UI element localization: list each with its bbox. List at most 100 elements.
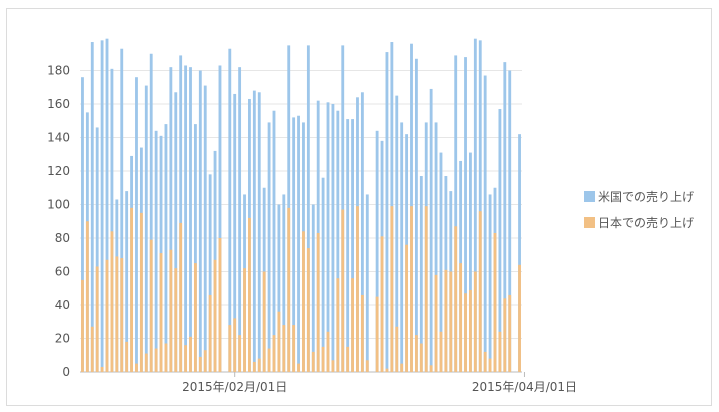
jp-sales-bar[interactable]	[434, 274, 438, 372]
jp-sales-bar[interactable]	[414, 335, 418, 372]
jp-sales-bar[interactable]	[483, 351, 487, 372]
us-sales-bar[interactable]	[469, 152, 472, 372]
jp-sales-bar[interactable]	[429, 365, 433, 372]
us-sales-bar[interactable]	[326, 102, 330, 372]
jp-sales-bar[interactable]	[81, 279, 84, 372]
us-sales-bar[interactable]	[125, 191, 129, 372]
us-sales-bar[interactable]	[331, 104, 335, 372]
us-sales-bar[interactable]	[336, 110, 340, 372]
us-sales-bar[interactable]	[81, 77, 84, 372]
us-sales-bar[interactable]	[395, 95, 399, 372]
jp-sales-bar[interactable]	[154, 348, 158, 372]
us-sales-bar[interactable]	[267, 122, 271, 372]
jp-sales-bar[interactable]	[213, 259, 217, 372]
us-sales-bar[interactable]	[169, 67, 173, 373]
jp-sales-bar[interactable]	[277, 311, 281, 372]
us-sales-bar[interactable]	[184, 65, 188, 372]
jp-sales-bar[interactable]	[135, 363, 138, 372]
jp-sales-bar[interactable]	[326, 331, 330, 372]
jp-sales-bar[interactable]	[208, 294, 212, 372]
us-sales-bar[interactable]	[375, 130, 379, 372]
us-sales-bar[interactable]	[110, 68, 114, 372]
jp-sales-bar[interactable]	[115, 256, 119, 372]
jp-sales-bar[interactable]	[400, 363, 404, 372]
us-sales-bar[interactable]	[473, 38, 477, 373]
jp-sales-bar[interactable]	[174, 268, 178, 372]
jp-sales-bar[interactable]	[351, 278, 354, 372]
us-sales-bar[interactable]	[282, 194, 286, 372]
us-sales-bar[interactable]	[483, 75, 487, 373]
us-sales-bar[interactable]	[149, 53, 153, 372]
us-sales-bar[interactable]	[311, 204, 315, 373]
us-sales-bar[interactable]	[252, 90, 256, 372]
jp-sales-bar[interactable]	[159, 253, 163, 372]
us-sales-bar[interactable]	[189, 67, 192, 373]
jp-sales-bar[interactable]	[203, 350, 207, 372]
us-sales-bar[interactable]	[272, 110, 276, 372]
us-sales-bar[interactable]	[135, 77, 138, 372]
legend-item-us[interactable]: 米国での売り上げ	[584, 189, 694, 204]
jp-sales-bar[interactable]	[321, 346, 325, 372]
jp-sales-bar[interactable]	[360, 294, 364, 372]
us-sales-bar[interactable]	[365, 194, 369, 372]
us-sales-bar[interactable]	[174, 92, 178, 373]
jp-sales-bar[interactable]	[238, 335, 242, 372]
jp-sales-bar[interactable]	[419, 343, 423, 372]
us-sales-bar[interactable]	[360, 92, 364, 373]
jp-sales-bar[interactable]	[336, 278, 340, 372]
jp-sales-bar[interactable]	[311, 351, 315, 372]
us-sales-bar[interactable]	[292, 117, 296, 373]
us-sales-bar[interactable]	[478, 40, 482, 372]
us-sales-bar[interactable]	[429, 88, 433, 373]
us-sales-bar[interactable]	[297, 115, 300, 372]
jp-sales-bar[interactable]	[292, 325, 296, 372]
jp-sales-bar[interactable]	[198, 356, 202, 372]
us-sales-bar[interactable]	[105, 38, 109, 373]
jp-sales-bar[interactable]	[130, 207, 133, 372]
jp-sales-bar[interactable]	[459, 263, 463, 372]
jp-sales-bar[interactable]	[395, 326, 399, 372]
us-sales-bar[interactable]	[351, 119, 354, 372]
jp-sales-bar[interactable]	[149, 239, 153, 372]
jp-sales-bar[interactable]	[473, 271, 477, 373]
jp-sales-bar[interactable]	[105, 259, 109, 372]
jp-sales-bar[interactable]	[164, 343, 168, 372]
jp-sales-bar[interactable]	[464, 293, 467, 372]
jp-sales-bar[interactable]	[385, 368, 389, 372]
jp-sales-bar[interactable]	[243, 268, 246, 372]
jp-sales-bar[interactable]	[189, 336, 192, 372]
us-sales-bar[interactable]	[434, 122, 438, 372]
us-sales-bar[interactable]	[306, 45, 310, 372]
jp-sales-bar[interactable]	[469, 289, 472, 372]
jp-sales-bar[interactable]	[90, 326, 94, 372]
jp-sales-bar[interactable]	[439, 331, 443, 372]
jp-sales-bar[interactable]	[302, 231, 305, 372]
jp-sales-bar[interactable]	[139, 212, 143, 372]
jp-sales-bar[interactable]	[228, 325, 232, 372]
jp-sales-bar[interactable]	[248, 217, 251, 372]
jp-sales-bar[interactable]	[287, 207, 291, 372]
us-sales-bar[interactable]	[385, 52, 389, 372]
us-sales-bar[interactable]	[498, 109, 502, 373]
jp-sales-bar[interactable]	[179, 222, 183, 372]
us-sales-bar[interactable]	[179, 55, 183, 373]
us-sales-bar[interactable]	[508, 70, 512, 373]
jp-sales-bar[interactable]	[375, 296, 379, 372]
us-sales-bar[interactable]	[218, 65, 222, 372]
jp-sales-bar[interactable]	[257, 358, 261, 372]
jp-sales-bar[interactable]	[488, 358, 492, 372]
us-sales-bar[interactable]	[90, 42, 94, 373]
jp-sales-bar[interactable]	[125, 341, 129, 372]
us-sales-bar[interactable]	[400, 122, 404, 372]
jp-sales-bar[interactable]	[272, 335, 276, 372]
jp-sales-bar[interactable]	[405, 244, 409, 372]
us-sales-bar[interactable]	[193, 124, 197, 372]
jp-sales-bar[interactable]	[262, 271, 266, 373]
us-sales-bar[interactable]	[233, 93, 237, 372]
jp-sales-bar[interactable]	[110, 231, 114, 372]
jp-sales-bar[interactable]	[184, 345, 188, 372]
jp-sales-bar[interactable]	[503, 298, 507, 372]
jp-sales-bar[interactable]	[356, 206, 359, 372]
legend-item-jp[interactable]: 日本での売り上げ	[584, 215, 694, 230]
jp-sales-bar[interactable]	[306, 248, 310, 372]
